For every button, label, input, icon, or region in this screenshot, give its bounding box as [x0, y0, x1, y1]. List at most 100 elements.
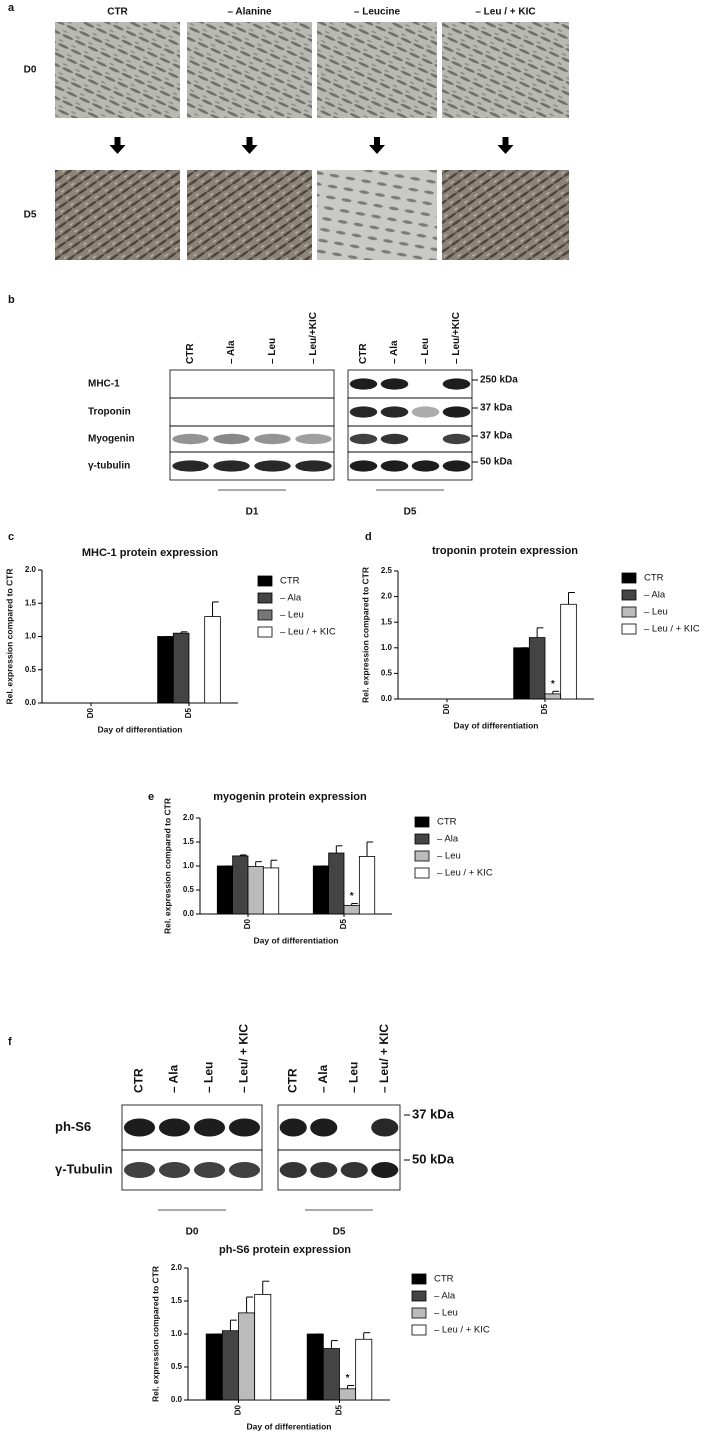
column-header: – Leu / + KIC	[475, 7, 535, 18]
blot-frame	[277, 1149, 401, 1191]
bar	[172, 632, 190, 704]
panel-label: c	[8, 531, 14, 543]
lane-label: – Leu/+KIC	[308, 312, 319, 364]
blot-band	[295, 433, 332, 445]
column-header: – Alanine	[227, 7, 272, 18]
blot-band	[254, 433, 291, 445]
legend-label: CTR	[280, 576, 300, 587]
bar	[262, 867, 280, 915]
blot-band	[123, 1118, 156, 1137]
bar	[355, 1338, 373, 1401]
legend-label: – Ala	[434, 1291, 456, 1302]
x-tick-label: D0	[234, 1404, 243, 1415]
legend-label: CTR	[434, 1274, 454, 1285]
blot-band	[123, 1162, 156, 1178]
group-label: D5	[404, 507, 417, 518]
y-tick-label: 1.0	[25, 632, 37, 641]
size-label: 50 kDa	[480, 457, 513, 468]
legend-swatch	[414, 816, 430, 828]
blot-band	[279, 1118, 307, 1137]
legend-label: – Ala	[644, 590, 666, 601]
size-label: 37 kDa	[412, 1106, 455, 1121]
arrow	[109, 137, 126, 154]
legend-label: – Leu / + KIC	[280, 627, 336, 638]
y-axis-label: Rel. expression compared to CTR	[4, 568, 14, 704]
lane-label: CTR	[358, 343, 369, 364]
blot-band	[371, 1118, 399, 1137]
legend-swatch	[621, 606, 637, 618]
lane-label: – Ala	[389, 340, 400, 364]
blot-row-label: Troponin	[88, 407, 131, 418]
micrograph	[187, 170, 312, 260]
chart-title: myogenin protein expression	[213, 791, 367, 803]
bar	[322, 1348, 340, 1401]
x-axis-label: Day of differentiation	[97, 724, 182, 734]
blot-band	[380, 433, 409, 445]
blot-band	[442, 406, 471, 418]
x-axis-label: Day of differentiation	[246, 1421, 331, 1431]
x-tick-label: D0	[442, 703, 451, 714]
bar	[205, 1333, 223, 1401]
x-tick-label: D5	[339, 918, 348, 929]
arrow	[497, 137, 514, 154]
blot-band	[193, 1118, 226, 1137]
micrograph	[317, 22, 437, 118]
significance: *	[551, 679, 555, 690]
lane-label: – Leu/ + KIC	[237, 1024, 251, 1093]
blot-band	[228, 1118, 261, 1137]
blot-band	[340, 1162, 368, 1178]
blot-frame	[347, 451, 473, 481]
y-tick-label: 1.5	[25, 598, 37, 607]
x-axis-label: Day of differentiation	[453, 720, 538, 730]
legend-swatch	[411, 1307, 427, 1319]
bar	[528, 637, 546, 700]
blot-band	[442, 460, 471, 472]
column-header: – Leucine	[354, 7, 401, 18]
size-label: 37 kDa	[480, 403, 513, 414]
blot-frame	[169, 451, 335, 481]
bar	[339, 1388, 357, 1401]
blot-row-label: Myogenin	[88, 434, 135, 445]
x-tick-label: D0	[243, 918, 252, 929]
row-label: D5	[24, 210, 37, 221]
blot-band	[310, 1118, 338, 1137]
x-tick-label: D0	[86, 707, 95, 718]
y-tick-label: 0.0	[381, 694, 393, 703]
bar	[312, 865, 330, 915]
y-axis-label: Rel. expression compared to CTR	[162, 798, 172, 934]
legend-swatch	[411, 1290, 427, 1302]
legend-label: – Leu / + KIC	[644, 624, 700, 635]
blot-band	[349, 433, 378, 445]
blot-band	[295, 460, 332, 472]
blot-band	[442, 433, 471, 445]
arrow	[241, 137, 258, 154]
blot-frame	[169, 397, 335, 427]
size-label: 250 kDa	[480, 375, 518, 386]
blot-band	[371, 1162, 399, 1178]
group-label: D5	[333, 1227, 346, 1238]
panel-label: e	[148, 791, 154, 803]
y-tick-label: 0.0	[25, 698, 37, 707]
blot-band	[349, 406, 378, 418]
blot-row-label: ph-S6	[55, 1119, 91, 1134]
lane-label: CTR	[132, 1068, 146, 1093]
legend-swatch	[621, 589, 637, 601]
bar	[544, 693, 562, 700]
blot-band	[349, 460, 378, 472]
blot-band	[213, 433, 250, 445]
blot-band	[228, 1162, 261, 1178]
lane-label: – Leu	[202, 1062, 216, 1093]
blot-band	[310, 1162, 338, 1178]
blot-frame	[121, 1149, 263, 1191]
y-tick-label: 0.5	[381, 669, 393, 678]
blot-band	[380, 406, 409, 418]
blot-band	[213, 460, 250, 472]
blot-row-label: γ-Tubulin	[55, 1161, 113, 1176]
panel-label: d	[365, 531, 372, 543]
lane-label: – Leu	[346, 1062, 360, 1093]
bar	[247, 866, 264, 915]
y-tick-label: 1.5	[183, 837, 195, 846]
y-tick-label: 2.5	[381, 566, 393, 575]
y-tick-label: 1.5	[171, 1296, 183, 1305]
y-tick-label: 2.0	[25, 565, 37, 574]
